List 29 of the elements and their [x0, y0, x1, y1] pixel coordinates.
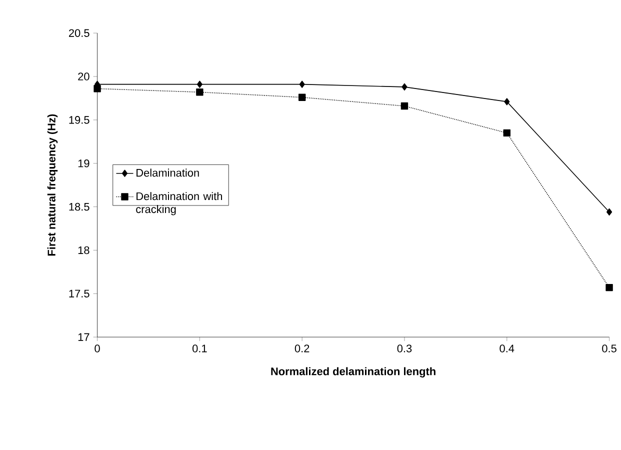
x-axis-title: Normalized delamination length: [271, 367, 436, 378]
point: [196, 80, 202, 88]
x-tick-label: 0.3: [397, 344, 412, 352]
y-tick-label: 19.5: [69, 116, 90, 124]
y-tick-label: 17: [78, 333, 90, 341]
y-tick-label: 19: [78, 159, 90, 168]
y-tick-label: 18: [78, 246, 90, 254]
x-tick-label: 0.5: [602, 344, 616, 352]
x-tick-label: 0: [94, 344, 100, 352]
point: [298, 94, 306, 101]
point: [504, 98, 510, 106]
point: [94, 85, 101, 92]
y-tick-label: 18.5: [69, 202, 90, 211]
point: [196, 88, 204, 96]
y-axis-title: First natural frequency (Hz): [47, 114, 58, 256]
point: [606, 284, 613, 292]
point: [299, 80, 305, 88]
x-tick-label: 0.4: [500, 344, 514, 352]
legend-label: Delamination: [136, 168, 199, 177]
point: [402, 83, 408, 91]
point: [606, 208, 612, 216]
y-tick-label: 20: [78, 72, 90, 80]
legend-label: Delamination with cracking: [136, 192, 222, 216]
x-tick-label: 0.2: [294, 344, 310, 352]
x-tick-label: 0.1: [192, 344, 207, 352]
point: [400, 102, 408, 110]
point: [503, 129, 510, 137]
y-tick-label: 17.5: [69, 290, 90, 298]
y-tick-label: 20.5: [68, 29, 90, 37]
